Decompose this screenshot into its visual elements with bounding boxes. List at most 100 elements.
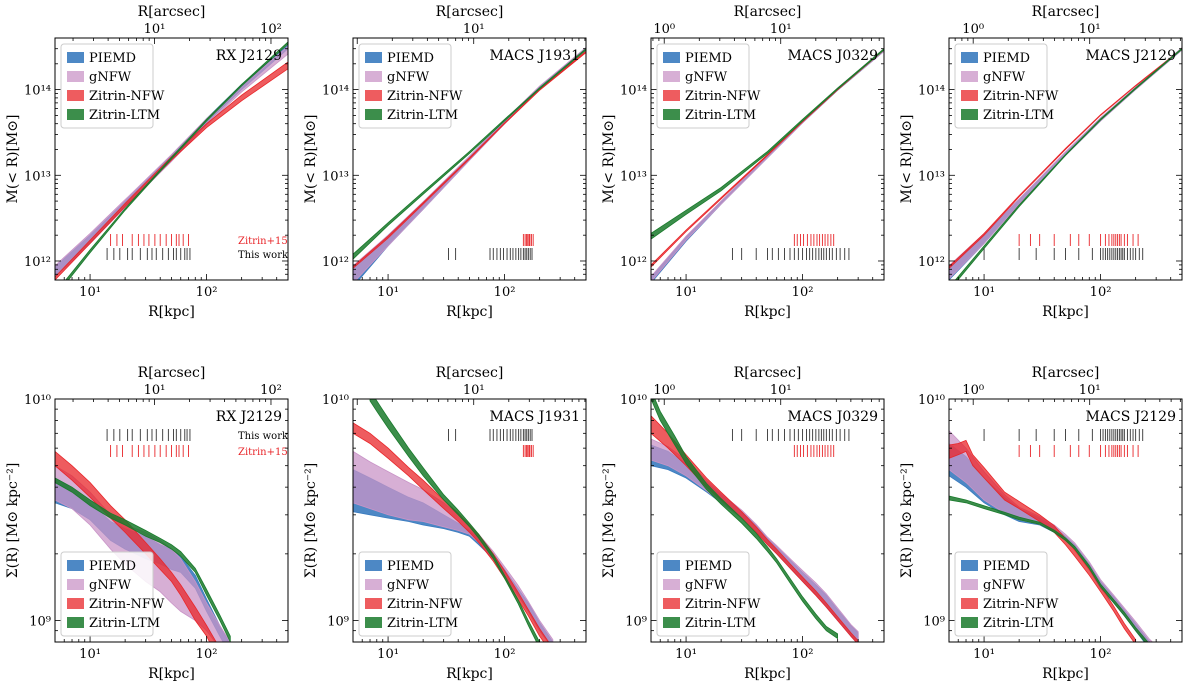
band-zitrin-ltm bbox=[949, 495, 1149, 642]
y-tick-label: 10⁹ bbox=[923, 615, 945, 630]
legend-swatch-gnfw bbox=[365, 71, 382, 82]
x-axis-label: R[kpc] bbox=[744, 304, 791, 320]
x2-tick-label: 10⁰ bbox=[653, 22, 675, 37]
legend: PIEMD gNFW Zitrin-NFW Zitrin-LTM bbox=[358, 43, 463, 129]
legend-swatch-zitrin-nfw bbox=[663, 598, 680, 609]
x2-axis-label: R[arcsec] bbox=[436, 4, 504, 20]
legend-box bbox=[60, 551, 154, 637]
x-axis-label: R[kpc] bbox=[1042, 666, 1089, 682]
x2-tick-label: 10² bbox=[260, 22, 282, 37]
x2-tick-label: 10¹ bbox=[770, 22, 792, 37]
cluster-name: RX J2129 bbox=[216, 409, 282, 425]
y-axis-label: Σ(R) [M⊙ kpc⁻²] bbox=[5, 463, 21, 579]
band-zitrin-nfw bbox=[353, 50, 586, 269]
cluster-name: MACS J2129 bbox=[1086, 48, 1176, 64]
x2-tick-label: 10¹ bbox=[144, 383, 166, 398]
legend-swatch-zitrin-ltm bbox=[663, 109, 680, 120]
legend-swatch-piemd bbox=[961, 52, 978, 63]
x-tick-label: 10² bbox=[1090, 285, 1112, 300]
x-tick-label: 10¹ bbox=[377, 285, 399, 300]
legend-swatch-zitrin-ltm bbox=[67, 109, 84, 120]
legend-label-piemd: PIEMD bbox=[387, 559, 434, 574]
x2-axis-label: R[arcsec] bbox=[1032, 4, 1100, 20]
plot-area bbox=[651, 48, 884, 280]
legend-label-zitrin-ltm: Zitrin-LTM bbox=[983, 616, 1054, 631]
legend-swatch-zitrin-ltm bbox=[961, 617, 978, 628]
band-gnfw bbox=[651, 48, 884, 280]
legend-swatch-gnfw bbox=[67, 71, 84, 82]
legend-box bbox=[954, 43, 1048, 129]
band-zitrin-ltm bbox=[65, 41, 288, 280]
legend-swatch-piemd bbox=[961, 560, 978, 571]
legend-swatch-piemd bbox=[663, 560, 680, 571]
band-zitrin-ltm bbox=[55, 477, 231, 642]
plot-area bbox=[353, 46, 586, 280]
x2-tick-label: 10⁰ bbox=[653, 383, 675, 398]
band-zitrin-ltm bbox=[651, 399, 838, 640]
cluster-name: MACS J2129 bbox=[1086, 409, 1176, 425]
legend-label-zitrin-ltm: Zitrin-LTM bbox=[387, 616, 458, 631]
cluster-name: MACS J0329 bbox=[788, 409, 878, 425]
y-tick-label: 10¹² bbox=[918, 255, 945, 270]
y-axis-label: Σ(R) [M⊙ kpc⁻²] bbox=[601, 463, 617, 579]
legend-swatch-zitrin-nfw bbox=[67, 90, 84, 101]
band-zitrin-ltm bbox=[353, 48, 586, 260]
y-tick-label: 10¹² bbox=[24, 255, 51, 270]
y-tick-label: 10¹³ bbox=[24, 169, 51, 184]
x2-axis-label: R[arcsec] bbox=[436, 365, 504, 381]
band-gnfw bbox=[353, 46, 586, 280]
y-tick-label: 10¹³ bbox=[322, 169, 349, 184]
legend-swatch-zitrin-ltm bbox=[663, 617, 680, 628]
x-axis-label: R[kpc] bbox=[446, 666, 493, 682]
x-tick-label: 10² bbox=[792, 285, 814, 300]
x-tick-label: 10² bbox=[792, 647, 814, 662]
y-tick-label: 10¹⁰ bbox=[918, 393, 945, 408]
legend-box bbox=[358, 551, 452, 637]
x-axis-label: R[kpc] bbox=[148, 304, 195, 320]
legend-swatch-zitrin-nfw bbox=[365, 598, 382, 609]
band-zitrin-ltm bbox=[369, 399, 540, 642]
band-zitrin-ltm bbox=[954, 47, 1182, 280]
legend-label-gnfw: gNFW bbox=[983, 578, 1026, 593]
legend-swatch-zitrin-nfw bbox=[961, 598, 978, 609]
legend-label-piemd: PIEMD bbox=[387, 51, 434, 66]
x-tick-label: 10² bbox=[196, 285, 218, 300]
y-axis-label: M(< R)[M⊙] bbox=[899, 115, 915, 204]
y-tick-label: 10¹⁴ bbox=[918, 84, 945, 99]
y-tick-label: 10⁹ bbox=[625, 615, 647, 630]
y-tick-label: 10¹² bbox=[322, 255, 349, 270]
band-zitrin-nfw bbox=[949, 439, 1136, 642]
legend-label-zitrin-ltm: Zitrin-LTM bbox=[89, 616, 160, 631]
legend-box bbox=[954, 551, 1048, 637]
x-tick-label: 10² bbox=[196, 647, 218, 662]
y-axis-label: Σ(R) [M⊙ kpc⁻²] bbox=[899, 463, 915, 579]
legend-label-zitrin-ltm: Zitrin-LTM bbox=[983, 108, 1054, 123]
y-tick-label: 10¹⁰ bbox=[24, 393, 51, 408]
y-tick-label: 10¹⁴ bbox=[620, 84, 647, 99]
y-tick-label: 10¹³ bbox=[620, 169, 647, 184]
legend-label-zitrin-ltm: Zitrin-LTM bbox=[89, 108, 160, 123]
legend-label-piemd: PIEMD bbox=[685, 559, 732, 574]
x-tick-label: 10¹ bbox=[377, 647, 399, 662]
legend-label-piemd: PIEMD bbox=[89, 559, 136, 574]
legend: PIEMD gNFW Zitrin-NFW Zitrin-LTM bbox=[954, 551, 1059, 637]
legend: PIEMD gNFW Zitrin-NFW Zitrin-LTM bbox=[656, 551, 761, 637]
x-tick-label: 10¹ bbox=[973, 285, 995, 300]
legend-label-zitrin-nfw: Zitrin-NFW bbox=[89, 597, 165, 612]
zitrin15-label: Zitrin+15 bbox=[238, 236, 288, 247]
x2-tick-label: 10¹ bbox=[1079, 383, 1101, 398]
legend-label-zitrin-nfw: Zitrin-NFW bbox=[983, 597, 1059, 612]
band-zitrin-nfw bbox=[949, 48, 1182, 269]
y-axis-label: M(< R)[M⊙] bbox=[601, 115, 617, 204]
legend-box bbox=[358, 43, 452, 129]
x2-tick-label: 10¹ bbox=[1079, 22, 1101, 37]
legend-swatch-zitrin-ltm bbox=[961, 109, 978, 120]
y-axis-label: Σ(R) [M⊙ kpc⁻²] bbox=[303, 463, 319, 579]
cluster-name: MACS J0329 bbox=[788, 48, 878, 64]
x-tick-label: 10² bbox=[494, 647, 516, 662]
